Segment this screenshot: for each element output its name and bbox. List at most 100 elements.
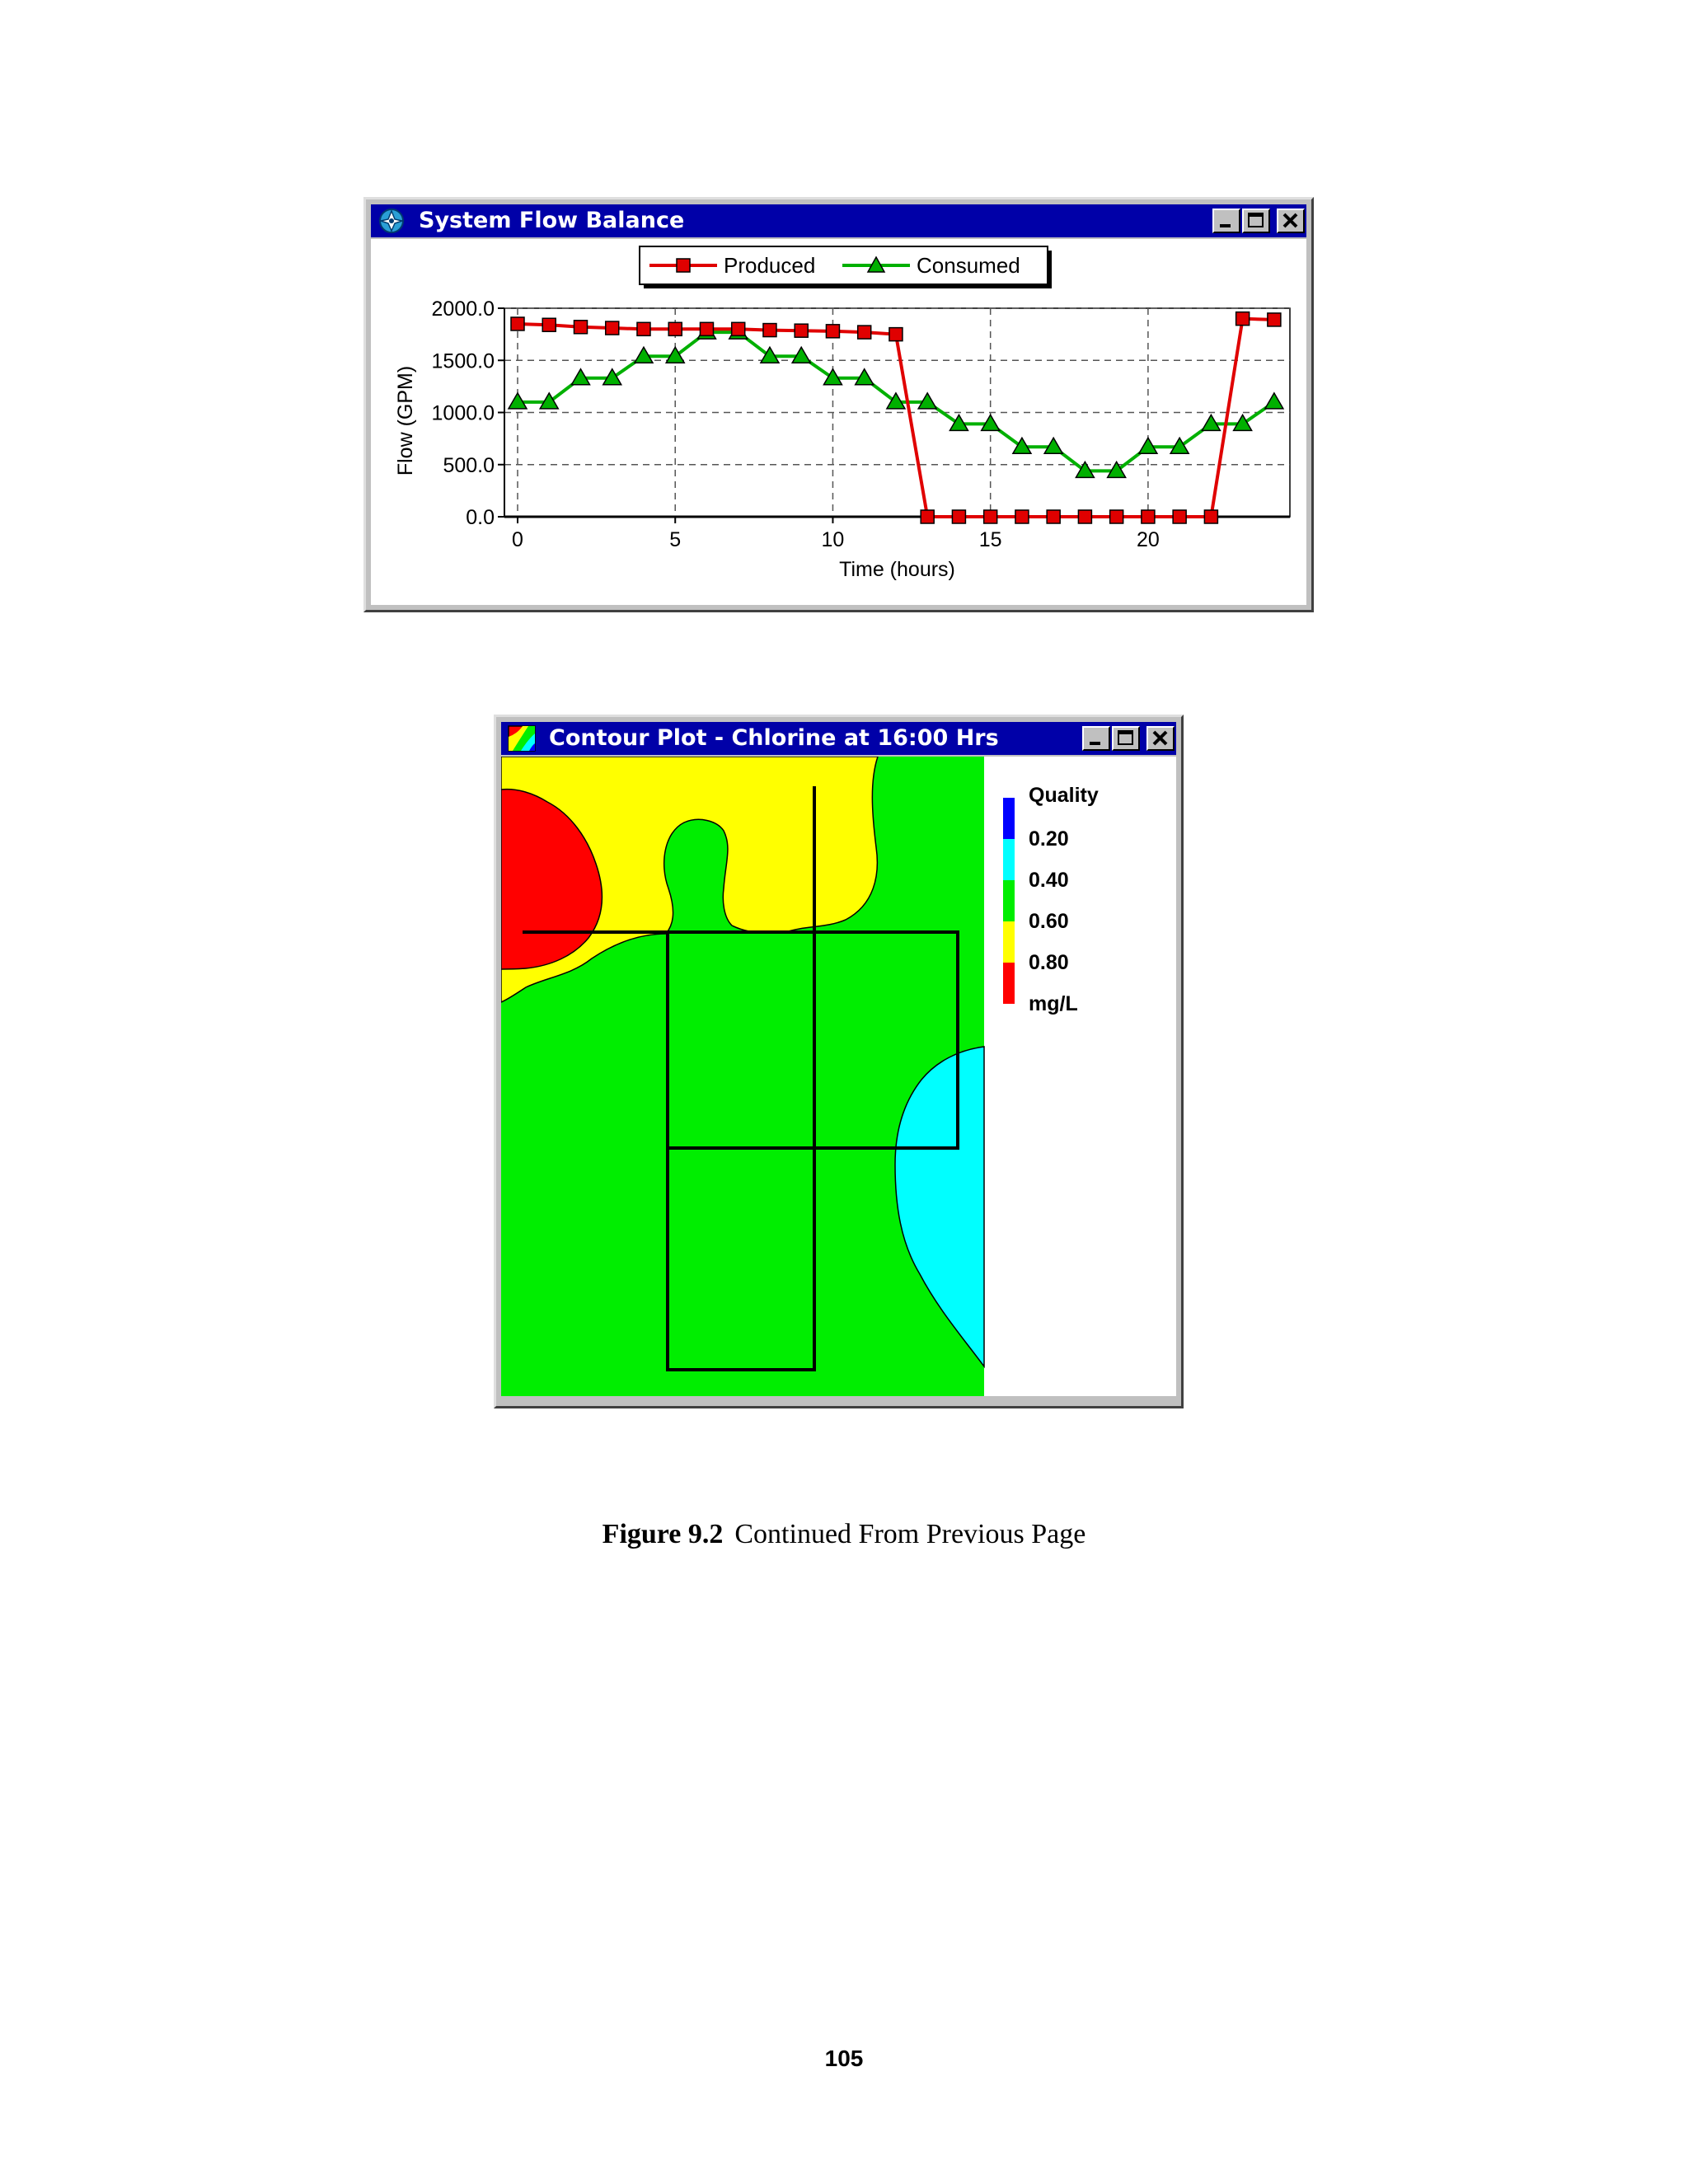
contour-app-icon [508,725,536,752]
data-point-produced [794,323,809,338]
contour-plot-client: Quality 0.20 0.40 0.60 0.80 mg/L [500,756,1176,1396]
data-point-produced [920,509,935,524]
data-point-consumed [980,413,1001,432]
contour-region-yellow [500,756,879,1004]
data-point-produced [825,324,841,339]
x-tick-label: 10 [822,528,845,551]
quality-legend: Quality 0.20 0.40 0.60 0.80 mg/L [1003,784,1099,1015]
data-point-produced [951,509,967,524]
data-point-consumed [1106,460,1127,479]
maximize-button[interactable] [1242,209,1270,233]
data-point-consumed [759,345,781,363]
figure-caption: Figure 9.2 Continued From Previous Page [0,1519,1688,1550]
figure-label: Figure 9.2 [602,1519,724,1549]
data-point-produced [730,321,746,337]
legend-label: Consumed [917,253,1020,278]
y-tick-label: 500.0 [443,454,495,477]
contour-plot-title: Contour Plot - Chlorine at 16:00 Hrs [549,725,999,751]
close-button[interactable] [1277,209,1305,233]
x-tick-label: 15 [979,528,1002,551]
legend-value: 0.60 [1029,910,1069,933]
epanet-app-icon [378,209,405,233]
contour-region-red [500,788,603,970]
data-point-consumed [570,368,591,386]
legend-swatch-blue [1003,798,1015,839]
minimize-button[interactable] [1212,209,1240,233]
data-point-produced [668,321,682,337]
data-point-produced [1046,509,1061,524]
data-point-consumed [1011,436,1033,454]
flow-balance-window: System Flow Balance Produced Consumed 0.0 5… [363,197,1314,612]
data-point-consumed [823,368,843,386]
data-point-consumed [885,391,907,410]
data-point-consumed [1169,436,1190,454]
data-point-consumed [949,413,969,432]
contour-region-cyan [894,1046,985,1369]
x-axis-label: Time (hours) [839,558,955,581]
x-tick-label: 20 [1137,528,1160,551]
data-point-produced [1172,509,1187,524]
data-point-produced [636,321,651,337]
page-number: 105 [824,2046,864,2071]
data-point-consumed [854,368,874,386]
maximize-icon [1118,730,1133,745]
legend-value: 0.20 [1029,827,1069,851]
flow-balance-titlebar[interactable]: System Flow Balance [371,204,1306,237]
data-point-produced [1267,312,1282,327]
data-point-consumed [1264,391,1285,410]
data-point-produced [699,321,715,337]
data-point-produced [1203,509,1219,524]
close-icon [1152,730,1168,746]
data-point-produced [889,326,903,342]
y-tick-label: 1500.0 [432,349,495,373]
maximize-button[interactable] [1112,726,1140,751]
minimize-button[interactable] [1082,726,1110,751]
legend-swatch-yellow [1003,921,1015,963]
data-point-produced [1141,509,1156,524]
x-tick-label: 5 [669,528,681,551]
flow-balance-client: Produced Consumed 0.0 500.0 1000.0 1500.0 2000… [371,239,1306,605]
data-point-consumed [664,345,686,363]
data-point-produced [856,325,872,340]
y-tick-label: 1000.0 [432,402,495,425]
data-point-consumed [1075,460,1095,479]
legend-swatch-green [1003,880,1015,921]
y-tick-label: 0.0 [466,506,495,529]
data-point-produced [982,509,998,524]
close-button[interactable] [1146,726,1175,751]
data-point-produced [510,316,525,331]
data-point-consumed [1232,413,1253,432]
data-point-produced [1109,509,1124,524]
data-point-produced [542,317,556,332]
data-point-consumed [917,391,938,410]
data-point-produced [1235,311,1250,326]
data-point-consumed [1043,436,1064,454]
contour-map: Quality 0.20 0.40 0.60 0.80 mg/L [500,756,1099,1396]
y-tick-label: 2000.0 [432,298,495,321]
legend-value: 0.80 [1029,951,1069,974]
close-icon [1282,213,1298,228]
data-point-consumed [602,368,623,386]
data-point-produced [1015,509,1029,524]
data-point-produced [604,321,620,335]
data-point-consumed [507,391,528,410]
contour-plot-window: Contour Plot - Chlorine at 16:00 Hrs [494,715,1184,1408]
legend-marker-produced [676,258,691,273]
legend-label: Produced [724,253,815,278]
data-point-produced [762,322,777,338]
legend-units: mg/L [1029,992,1078,1015]
legend-swatch-cyan [1003,839,1015,880]
maximize-icon [1248,213,1264,227]
minimize-icon [1090,742,1100,745]
data-point-consumed [790,345,812,363]
contour-plot-titlebar[interactable]: Contour Plot - Chlorine at 16:00 Hrs [501,722,1176,755]
x-tick-label: 0 [512,528,523,551]
pipe-network [523,786,959,1371]
data-point-consumed [1137,436,1159,454]
minimize-icon [1220,224,1231,227]
data-point-produced [1077,509,1093,524]
figure-caption-text: Continued From Previous Page [734,1519,1086,1549]
data-point-produced [573,320,588,335]
legend-value: 0.40 [1029,869,1069,892]
y-axis-label: Flow (GPM) [394,366,417,476]
